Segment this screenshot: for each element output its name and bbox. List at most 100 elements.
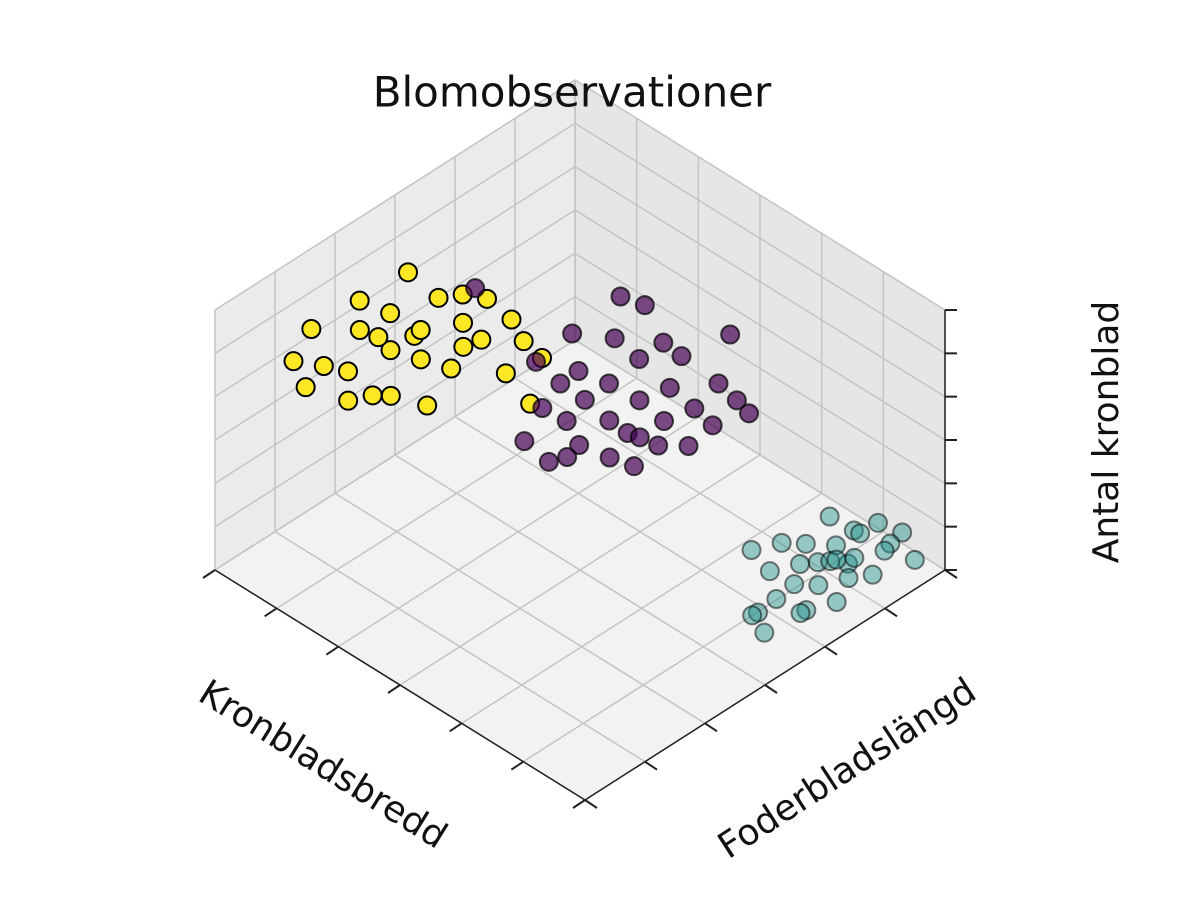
data-point (428, 287, 449, 308)
data-point (538, 451, 559, 472)
data-point (850, 523, 871, 544)
data-point (790, 603, 811, 623)
grid-line (574, 166, 946, 398)
grid-line (574, 252, 946, 484)
y-axis-label: Foderbladslängd (711, 670, 984, 867)
data-point (441, 358, 462, 379)
data-point (513, 331, 534, 352)
data-point (398, 262, 418, 283)
data-point (808, 575, 829, 596)
data-point (648, 435, 669, 456)
grid-line (214, 122, 576, 354)
data-point (574, 389, 595, 410)
data-point (759, 561, 780, 582)
data-point (708, 373, 729, 394)
data-point (599, 373, 619, 394)
grid-line (454, 416, 826, 648)
x-axis-label: Kronbladsbredd (192, 672, 454, 857)
z-axis-label: Antal kronblad (1086, 301, 1127, 564)
data-point (453, 336, 474, 357)
tick-mark (764, 684, 778, 694)
data-point (338, 361, 358, 382)
data-point (742, 605, 763, 626)
grid-line (574, 296, 946, 528)
tick-mark (449, 722, 463, 733)
data-point (795, 533, 816, 554)
data-point (283, 351, 304, 372)
x-axis-line (214, 569, 586, 801)
data-point (862, 564, 883, 585)
data-point (868, 512, 888, 533)
data-point (295, 377, 316, 398)
y-axis-line (584, 569, 946, 801)
data-point (634, 295, 655, 316)
data-point (501, 309, 522, 330)
grid-line (214, 252, 576, 484)
data-point (904, 549, 925, 570)
data-point (368, 327, 389, 348)
tick-mark (202, 569, 216, 579)
data-point (410, 349, 431, 370)
data-point (826, 592, 847, 612)
data-point (741, 540, 762, 560)
data-point (766, 589, 787, 609)
grid-line (574, 209, 946, 441)
data-point (653, 332, 674, 353)
tick-mark (644, 760, 658, 771)
data-point (629, 427, 650, 448)
data-point (453, 312, 473, 333)
tick-mark (824, 645, 838, 656)
data-point (610, 286, 631, 307)
grid-line (214, 166, 576, 398)
data-point (556, 411, 577, 431)
tick-mark (944, 569, 958, 579)
data-point (557, 447, 578, 467)
data-point (349, 290, 370, 311)
data-point (471, 329, 492, 350)
data-point (659, 377, 680, 398)
grid-line (574, 339, 946, 571)
data-point (410, 320, 431, 340)
data-point (562, 323, 583, 344)
data-point (417, 395, 438, 416)
grid-line (214, 339, 576, 571)
data-point (629, 349, 650, 369)
data-point (313, 356, 334, 376)
data-point (514, 431, 535, 452)
data-point (790, 554, 810, 574)
grid-line (334, 492, 706, 724)
data-point (526, 351, 546, 372)
data-point (624, 456, 644, 477)
data-point (599, 447, 620, 468)
data-point (380, 303, 401, 324)
data-point (532, 398, 553, 418)
data-point (720, 324, 741, 345)
data-point (568, 361, 589, 381)
data-point (671, 346, 692, 367)
data-point (338, 390, 359, 411)
data-point (654, 411, 674, 431)
data-point (465, 278, 486, 299)
data-point (599, 410, 620, 431)
grid-line (214, 296, 576, 528)
tick-mark (704, 722, 718, 733)
data-point (838, 568, 859, 588)
data-point (874, 540, 895, 561)
data-point (604, 328, 625, 349)
grid-line (574, 79, 946, 311)
data-point (784, 574, 805, 595)
data-point (771, 532, 792, 553)
tick-mark (264, 607, 278, 618)
data-point (844, 547, 865, 568)
grid-line (214, 79, 576, 311)
data-point (380, 340, 401, 361)
grid-line (274, 531, 646, 763)
tick-mark (325, 645, 339, 656)
data-point (702, 415, 723, 436)
data-point (380, 385, 401, 406)
data-point (569, 435, 590, 455)
data-point (684, 398, 705, 419)
data-point (678, 436, 699, 456)
tick-mark (584, 799, 598, 809)
